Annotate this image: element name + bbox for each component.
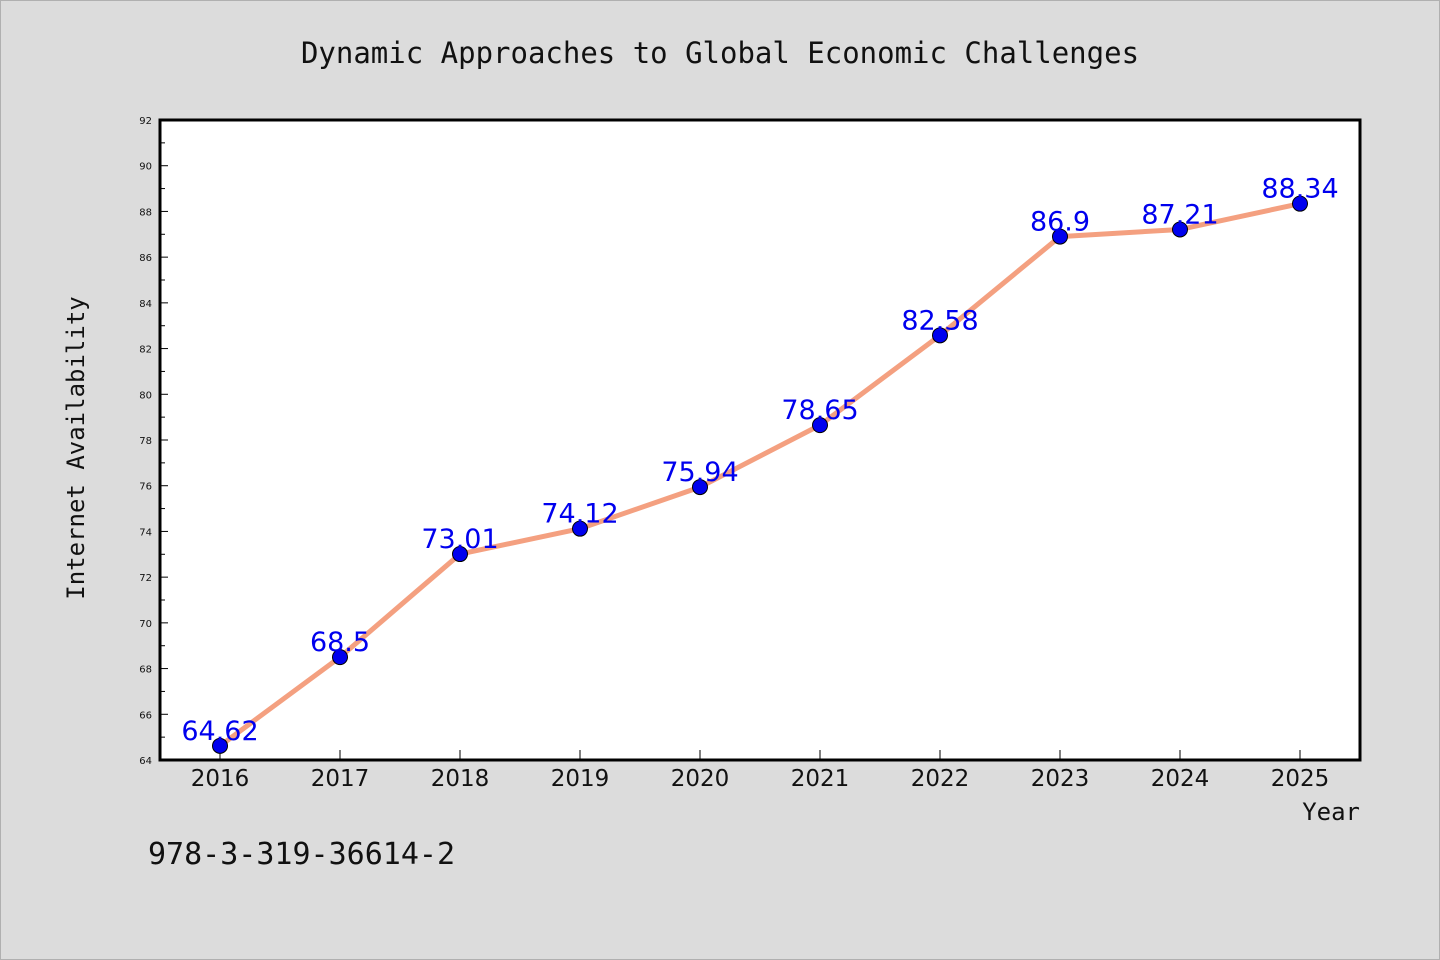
x-tick-label: 2024 — [1151, 766, 1210, 792]
y-axis-label: Internet Availability — [62, 296, 90, 599]
y-tick-label: 76 — [139, 482, 152, 493]
x-tick-label: 2025 — [1271, 766, 1330, 792]
data-label: 86.9 — [1030, 207, 1090, 238]
y-tick-label: 88 — [139, 207, 152, 218]
y-tick-label: 90 — [139, 162, 152, 173]
data-point — [212, 737, 228, 754]
data-labels: 64.62 68.5 73.01 74.12 75.94 78.65 82.58 86.9 87… — [181, 174, 1338, 747]
data-point — [332, 649, 348, 666]
data-label: 88.34 — [1261, 174, 1338, 205]
data-point — [812, 417, 828, 434]
x-axis-label: Year — [1302, 798, 1360, 826]
y-tick-label: 64 — [139, 756, 152, 767]
data-point — [932, 327, 948, 344]
data-point — [692, 479, 708, 496]
data-point — [452, 546, 468, 563]
x-tick-label: 2019 — [551, 766, 610, 792]
data-label: 87.21 — [1141, 199, 1218, 230]
x-axis: 2016 2017 2018 2019 2020 2021 2022 2023 2024 2025 — [191, 750, 1330, 792]
data-label: 64.62 — [181, 716, 258, 747]
x-tick-label: 2016 — [191, 766, 250, 792]
data-label: 74.12 — [541, 499, 618, 530]
y-tick-label: 80 — [139, 390, 152, 401]
y-tick-label: 86 — [139, 253, 152, 264]
plot-area — [158, 118, 1362, 762]
y-tick-label: 72 — [139, 573, 152, 584]
y-tick-label: 78 — [139, 436, 152, 447]
x-tick-label: 2017 — [311, 766, 370, 792]
y-tick-label: 82 — [139, 345, 152, 356]
y-tick-label: 74 — [139, 527, 152, 538]
y-tick-label: 84 — [139, 299, 152, 310]
data-label: 82.58 — [901, 305, 978, 336]
x-tick-label: 2018 — [431, 766, 490, 792]
x-tick-label: 2023 — [1031, 766, 1090, 792]
data-point — [572, 520, 588, 537]
series-line-group — [212, 195, 1308, 754]
data-label: 68.5 — [310, 627, 370, 658]
data-point — [1172, 221, 1188, 238]
x-tick-label: 2020 — [671, 766, 730, 792]
chart-title: Dynamic Approaches to Global Economic Ch… — [301, 36, 1139, 70]
data-label: 75.94 — [661, 457, 738, 488]
y-tick-label: 92 — [139, 116, 152, 127]
footnote: 978-3-319-36614-2 — [148, 837, 455, 872]
series-line — [217, 201, 1303, 749]
y-tick-label: 68 — [139, 665, 152, 676]
x-tick-label: 2022 — [911, 766, 970, 792]
y-tick-label: 66 — [139, 710, 152, 721]
data-label: 78.65 — [781, 395, 858, 426]
data-label: 73.01 — [421, 524, 498, 555]
data-point — [1052, 228, 1068, 245]
y-tick-label: 70 — [139, 619, 152, 630]
y-axis: 64 66 68 70 72 74 76 78 80 82 84 86 88 90 92 — [139, 116, 168, 767]
data-point — [1292, 195, 1308, 212]
x-tick-label: 2021 — [791, 766, 850, 792]
